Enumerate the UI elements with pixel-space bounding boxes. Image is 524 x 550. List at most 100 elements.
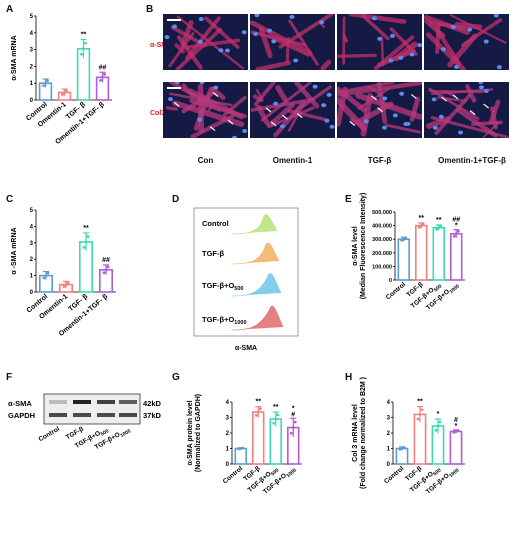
fiber xyxy=(320,59,332,70)
y-tick-label: 100.000 xyxy=(372,264,392,270)
category-subscript: 1000 xyxy=(285,467,298,479)
data-point xyxy=(456,429,460,432)
y-tick-label: 4 xyxy=(387,400,391,406)
arrow-marker xyxy=(371,95,377,101)
data-point xyxy=(439,224,443,228)
fiber xyxy=(266,103,295,129)
nucleus xyxy=(319,20,325,25)
data-point xyxy=(293,420,297,424)
micrograph-cell xyxy=(163,82,248,138)
fiber xyxy=(175,27,223,70)
nucleus xyxy=(252,31,258,36)
fiber xyxy=(454,21,483,30)
arrow-marker xyxy=(452,94,459,100)
data-point xyxy=(421,222,425,226)
col-label-tgf: TGF-β xyxy=(367,156,392,165)
nucleus xyxy=(458,130,464,135)
kd-label-37: 37kD xyxy=(143,411,162,420)
fiber xyxy=(181,91,214,114)
band-gapdh xyxy=(97,413,115,417)
histogram-label: TGF-β+O1000 xyxy=(202,315,247,326)
category-subscript: 500 xyxy=(270,467,280,477)
histogram-label: Control xyxy=(202,219,229,228)
data-point xyxy=(42,84,45,88)
y-tick-label: 1 xyxy=(30,274,34,280)
fiber xyxy=(180,20,194,48)
data-point xyxy=(420,408,424,412)
y-tick-label: 3 xyxy=(30,241,34,247)
data-point xyxy=(86,235,90,238)
panel-letter-a: A xyxy=(6,4,14,15)
nucleus xyxy=(242,128,248,133)
fiber xyxy=(275,85,288,103)
y-tick-label: 3 xyxy=(30,48,34,54)
significance-mark: * xyxy=(437,411,440,418)
y-tick-label: 3 xyxy=(387,416,391,422)
fiber xyxy=(197,84,205,134)
nucleus xyxy=(441,47,447,52)
nucleus xyxy=(438,114,444,119)
micrograph-image xyxy=(424,14,509,70)
nucleus xyxy=(478,82,484,85)
y-tick-label: 4 xyxy=(226,400,230,406)
y-tick-label: 0 xyxy=(226,462,230,468)
micrograph-cell xyxy=(163,14,248,70)
significance-mark: ** xyxy=(83,225,89,232)
arrow-marker xyxy=(483,103,490,109)
data-point xyxy=(84,240,88,244)
histogram-label: TGF-β+O500 xyxy=(202,281,243,292)
nucleus xyxy=(417,43,422,48)
scale-bar xyxy=(167,87,181,89)
data-point xyxy=(80,52,83,56)
data-point xyxy=(46,79,49,83)
significance-mark: # xyxy=(454,417,458,424)
fiber xyxy=(424,14,470,35)
chart-e: 0 100.000 200.000 300.000 400.000 500.000 α-SM… xyxy=(352,193,465,313)
data-point xyxy=(402,446,406,449)
data-point xyxy=(64,283,68,287)
nucleus xyxy=(377,36,383,41)
fiber xyxy=(337,86,368,113)
nucleus xyxy=(409,52,415,57)
y-tick-label: 400.000 xyxy=(372,224,392,230)
nucleus xyxy=(273,101,279,106)
fiber xyxy=(250,98,314,112)
blot-membrane xyxy=(43,393,141,425)
data-point xyxy=(104,268,108,272)
nucleus xyxy=(382,96,388,101)
fiber xyxy=(287,104,304,132)
panel-letter-h: H xyxy=(345,372,353,383)
nucleus xyxy=(289,14,295,19)
nucleus xyxy=(399,91,405,96)
data-point xyxy=(434,428,438,432)
fiber xyxy=(426,116,451,129)
y-tick-label: 0 xyxy=(30,290,34,296)
data-point xyxy=(289,431,293,435)
band-asma xyxy=(119,400,137,404)
nucleus xyxy=(483,39,489,44)
micrograph-cell xyxy=(337,82,422,138)
fiber xyxy=(181,38,240,50)
y-tick-label: 2 xyxy=(30,257,34,263)
significance-mark-2: * xyxy=(455,423,458,430)
row-label-col3: Col3 xyxy=(150,110,166,117)
data-point xyxy=(46,271,50,275)
nucleus xyxy=(432,125,438,130)
panel-letter-d: D xyxy=(172,194,180,205)
nucleus xyxy=(324,118,330,123)
nucleus xyxy=(174,82,180,85)
histogram-curve xyxy=(231,273,282,297)
fiber xyxy=(269,106,315,128)
nucleus xyxy=(199,82,205,85)
bar xyxy=(432,226,445,281)
panel-letter-g: G xyxy=(172,372,180,383)
data-point xyxy=(254,413,258,417)
nucleus xyxy=(405,121,411,126)
band-asma xyxy=(73,400,91,404)
y-tick-label: 2 xyxy=(387,431,391,437)
data-point xyxy=(452,234,456,238)
data-point xyxy=(258,407,262,411)
micrograph-image xyxy=(163,14,248,70)
